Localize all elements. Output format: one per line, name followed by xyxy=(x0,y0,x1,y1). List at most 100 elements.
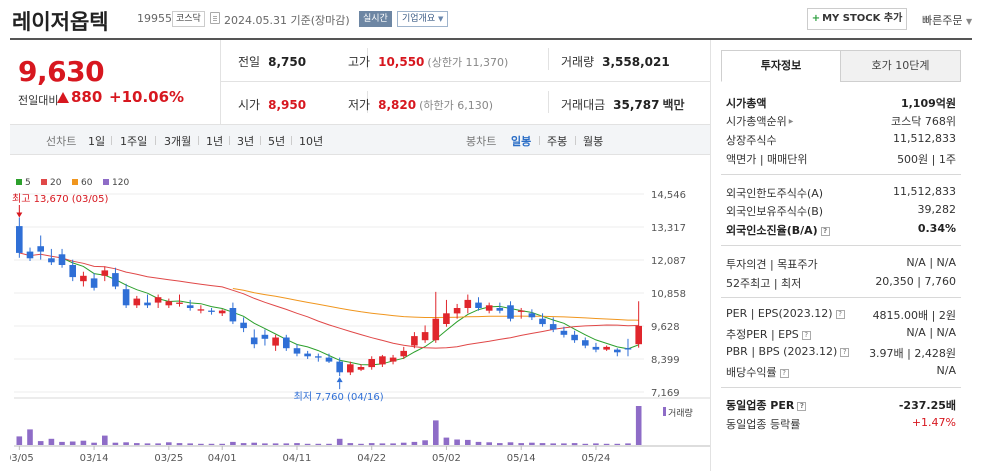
add-mystock-button[interactable]: + MY STOCK 추가 xyxy=(807,8,907,30)
volume: 거래량 3,558,021 xyxy=(561,53,670,70)
candle-body xyxy=(208,310,215,312)
candle-body xyxy=(582,340,589,346)
volume-bar xyxy=(475,441,482,445)
period-3m[interactable]: 3개월 xyxy=(164,135,192,148)
amount-unit: 백만 xyxy=(662,98,685,112)
y-tick-label: 10,858 xyxy=(651,289,686,300)
volume-bar xyxy=(379,443,386,445)
open-price: 시가 8,950 xyxy=(238,96,306,113)
candle-body xyxy=(69,265,76,278)
info-row-foreign-limit: 외국인한도주식수(A) 11,512,833 xyxy=(726,185,956,201)
volume-bar xyxy=(48,438,55,445)
info-row-52week: 52주최고 | 최저 20,350 | 7,760 xyxy=(726,275,956,291)
y-tick-label: 9,628 xyxy=(651,322,680,333)
volume-bar xyxy=(27,429,33,445)
tab-investment-info[interactable]: 투자정보 xyxy=(721,50,841,82)
candle-body xyxy=(517,310,525,312)
x-tick-label: 04/01 xyxy=(208,453,237,464)
volume-bar xyxy=(144,443,151,445)
candle-body xyxy=(112,273,119,287)
open-value: 8,950 xyxy=(268,98,307,112)
candle-body xyxy=(485,305,493,311)
per-label: PER | EPS(2023.12) xyxy=(726,307,833,320)
help-icon[interactable]: ? xyxy=(840,348,850,357)
volume-bar xyxy=(465,439,471,445)
line-chart-label: 선차트 xyxy=(46,135,77,148)
sector-rate-value: +1.47% xyxy=(911,416,956,429)
period-10y[interactable]: 10년 xyxy=(299,135,324,148)
volume-bar xyxy=(155,443,161,445)
volume-bar xyxy=(582,443,589,445)
volume-bar xyxy=(550,443,556,445)
mystock-label: MY STOCK 추가 xyxy=(822,13,903,24)
legend-label: 60 xyxy=(81,178,93,188)
separator xyxy=(155,136,156,145)
separator xyxy=(198,136,199,145)
x-tick-label: 05/02 xyxy=(432,453,461,464)
company-info-dropdown[interactable]: 기업개요 ▼ xyxy=(397,11,449,27)
volume-bar xyxy=(561,443,567,445)
info-row-market-cap: 시가총액 1,109억원 xyxy=(726,95,956,111)
volume-bar xyxy=(315,443,322,445)
candle-body xyxy=(507,305,514,319)
period-5y[interactable]: 5년 xyxy=(268,135,286,148)
quick-order-dropdown[interactable]: 빠른주문 ▼ xyxy=(922,12,972,28)
period-1d[interactable]: 1일 xyxy=(88,135,106,148)
volume-label: 거래량 xyxy=(561,55,595,69)
ma-line-5 xyxy=(61,257,639,366)
base-date: 2024.05.31 기준(장마감) xyxy=(224,12,350,28)
volume-bar xyxy=(433,420,439,445)
volume-bar xyxy=(368,443,375,446)
candle-weekly[interactable]: 주봉 xyxy=(547,135,568,148)
volume-bar xyxy=(486,442,492,445)
volume-bar xyxy=(187,443,193,445)
help-icon[interactable]: ? xyxy=(835,310,845,319)
candle-body xyxy=(197,309,205,311)
x-tick-label: 04/22 xyxy=(357,453,386,464)
x-tick-label: 03/05 xyxy=(10,453,34,464)
volume-bar xyxy=(59,441,65,445)
help-icon[interactable]: ? xyxy=(779,369,789,378)
divider xyxy=(367,48,368,70)
foreign-ratio-label: 외국인소진율(B/A) xyxy=(726,224,818,237)
tab-orderbook[interactable]: 호가 10단계 xyxy=(840,50,961,82)
candle-monthly[interactable]: 월봉 xyxy=(583,135,604,148)
candle-body xyxy=(347,364,354,373)
volume-bar xyxy=(272,443,279,445)
live-button[interactable]: 실시간 xyxy=(359,11,392,27)
candle-body xyxy=(325,357,333,362)
candle-body xyxy=(186,305,194,308)
divider xyxy=(220,81,710,82)
help-icon[interactable]: ? xyxy=(820,227,830,236)
candle-daily[interactable]: 일봉 xyxy=(511,135,532,148)
candle-body xyxy=(144,302,151,306)
help-icon[interactable]: ? xyxy=(801,331,811,340)
period-1y[interactable]: 1년 xyxy=(206,135,224,148)
low-price: 저가 8,820 (하한가 6,130) xyxy=(348,96,493,113)
period-3y[interactable]: 3년 xyxy=(237,135,255,148)
volume-bar xyxy=(123,442,129,445)
stock-chart[interactable]: 14,546 13,317 12,087 10,858 9,628 8,399 7,169 0… xyxy=(10,170,710,470)
par-value: 500원 | 1주 xyxy=(897,153,956,166)
info-row-market-cap-rank: 시가총액순위 ▶ 코스닥 768위 xyxy=(726,113,956,129)
info-row-shares: 상장주식수 11,512,833 xyxy=(726,132,956,148)
period-bar: 선차트 1일 1주일 3개월 1년 3년 5년 10년 봉차트 일봉 주봉 월봉 xyxy=(10,124,710,155)
candle-body xyxy=(272,337,279,346)
volume-value: 3,558,021 xyxy=(602,55,670,69)
est-per-label: 추정PER | EPS xyxy=(726,328,799,341)
volume-bar xyxy=(336,438,343,445)
candle-body xyxy=(368,359,375,368)
x-tick-label: 05/14 xyxy=(507,453,536,464)
volume-bar xyxy=(240,443,247,446)
prev-close-value: 8,750 xyxy=(268,55,307,69)
volume-bar xyxy=(603,443,610,445)
volume-bar xyxy=(283,443,290,445)
candle-body xyxy=(603,346,610,350)
foreign-hold-label: 외국인보유주식수(B) xyxy=(726,205,824,218)
period-1w[interactable]: 1주일 xyxy=(120,135,148,148)
volume-bar xyxy=(614,443,621,445)
help-icon[interactable]: ? xyxy=(797,402,807,411)
candle-body xyxy=(218,310,226,314)
volume-bar xyxy=(347,443,354,446)
candle-body xyxy=(539,318,546,325)
